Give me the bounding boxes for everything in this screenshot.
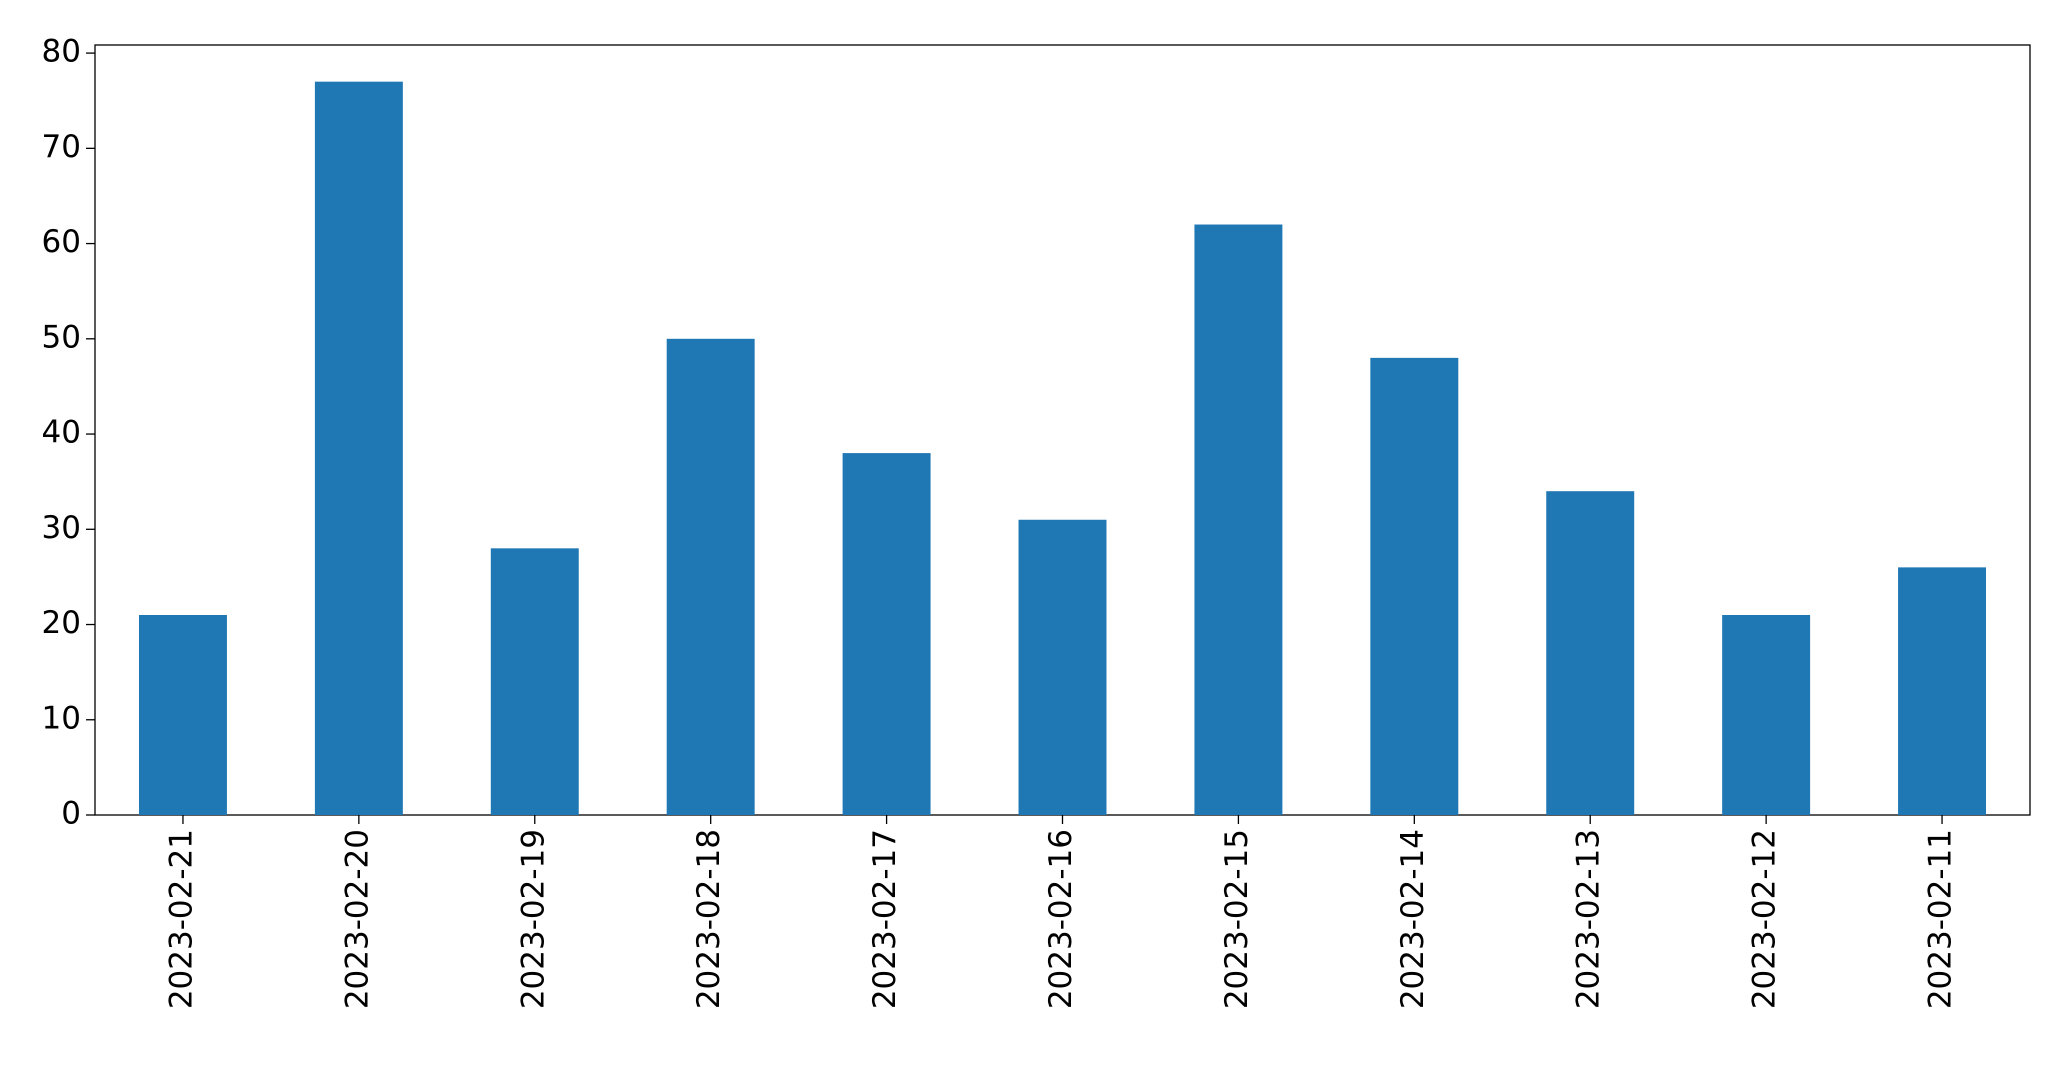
bar xyxy=(1194,224,1283,815)
bar xyxy=(314,81,403,815)
x-tick-label: 2023-02-21 xyxy=(163,829,199,1009)
bar xyxy=(490,548,579,815)
y-tick-label: 20 xyxy=(42,605,81,641)
x-tick-label: 2023-02-17 xyxy=(867,829,903,1009)
x-tick-label: 2023-02-16 xyxy=(1043,829,1079,1009)
y-tick-label: 70 xyxy=(42,129,81,165)
bar xyxy=(1898,567,1987,815)
y-tick-label: 60 xyxy=(42,224,81,260)
y-tick-label: 0 xyxy=(61,796,81,832)
bar xyxy=(666,338,755,815)
bar xyxy=(1370,357,1459,815)
bar xyxy=(842,453,931,815)
bar xyxy=(1546,491,1635,815)
x-tick-label: 2023-02-20 xyxy=(339,829,375,1009)
x-tick-label: 2023-02-12 xyxy=(1747,829,1783,1009)
bar xyxy=(1722,615,1811,815)
bar xyxy=(1018,519,1107,815)
x-tick-label: 2023-02-11 xyxy=(1923,829,1959,1009)
y-tick-label: 30 xyxy=(42,510,81,546)
x-tick-label: 2023-02-13 xyxy=(1571,829,1607,1009)
y-tick-label: 10 xyxy=(42,700,81,736)
bar xyxy=(138,615,227,815)
y-tick-label: 50 xyxy=(42,319,81,355)
x-tick-label: 2023-02-18 xyxy=(691,829,727,1009)
y-tick-label: 80 xyxy=(42,34,81,70)
x-tick-label: 2023-02-14 xyxy=(1395,829,1431,1009)
x-tick-label: 2023-02-15 xyxy=(1219,829,1255,1009)
x-tick-label: 2023-02-19 xyxy=(515,829,551,1009)
y-tick-label: 40 xyxy=(42,415,81,451)
